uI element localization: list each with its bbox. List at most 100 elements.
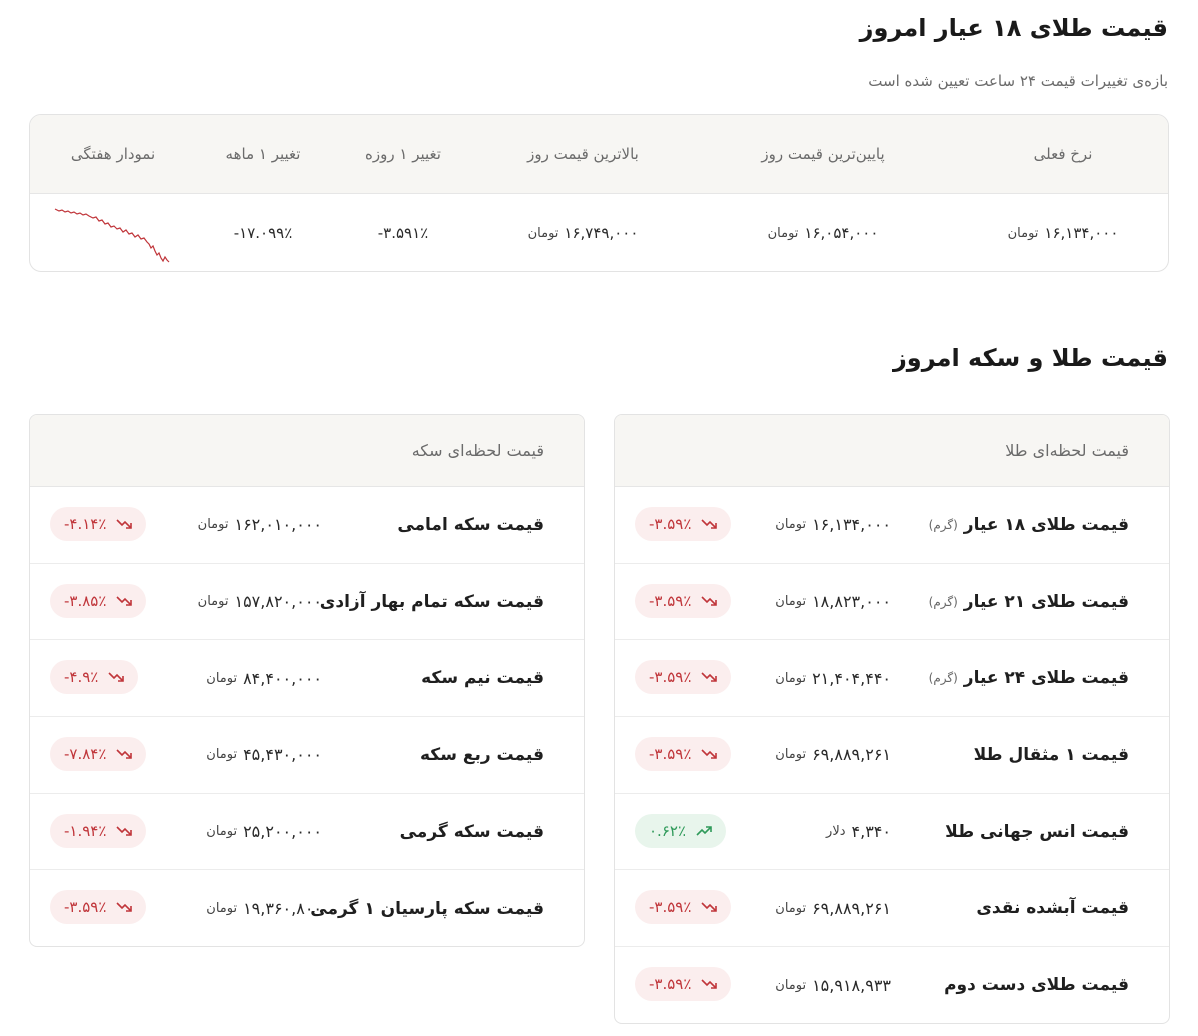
trend-down-icon [701, 519, 718, 529]
gold-row-change-badge: -۳.۵۹٪ [635, 583, 732, 618]
coin-row-label: قیمت سکه امامی [397, 487, 544, 563]
trend-down-icon [116, 902, 133, 913]
col-high: بالاترین قیمت روز [527, 145, 639, 163]
coin-row-change-text: -۴.۹٪ [64, 668, 99, 687]
coin-row-change-text: -۴.۱۴٪ [64, 515, 107, 533]
coin-row[interactable]: قیمت ربع سکه ۴۵,۴۳۰,۰۰۰ تومان -۷.۸۴٪ [30, 717, 584, 794]
col-current: نرخ فعلی [1033, 145, 1093, 163]
trend-down-icon [701, 902, 718, 913]
gold-row-change-text: ۰.۶۲٪ [649, 821, 686, 840]
coin-panel-title: قیمت لحظه‌ای سکه [30, 415, 584, 487]
coin-row-change-badge: -۷.۸۴٪ [50, 737, 147, 772]
current-price-value: ۱۶,۱۳۴,۰۰۰ [1044, 224, 1119, 242]
coin-row-price-unit: تومان [206, 901, 238, 917]
gold-row-price-unit: تومان [775, 594, 807, 610]
gold-row-price: ۶۹,۸۸۹,۲۶۱ تومان [775, 870, 891, 946]
gold-row-price: ۴,۳۴۰ دلار [826, 794, 891, 870]
coin-row-label-text: قیمت سکه امامی [397, 514, 544, 535]
coin-row-change-badge: -۳.۵۹٪ [50, 890, 147, 925]
gold-row-price-value: ۴,۳۴۰ [851, 822, 891, 842]
coin-row-price-value: ۱۹,۳۶۰,۸۰۰ [243, 899, 322, 919]
coin-row-price-value: ۱۵۷,۸۲۰,۰۰۰ [234, 592, 322, 612]
gold-row[interactable]: قیمت ۱ مثقال طلا ۶۹,۸۸۹,۲۶۱ تومان -۳.۵۹٪ [615, 717, 1169, 794]
gold-row-change-badge: -۳.۵۹٪ [635, 967, 732, 1002]
coin-row[interactable]: قیمت سکه امامی ۱۶۲,۰۱۰,۰۰۰ تومان -۴.۱۴٪ [30, 487, 584, 564]
low-price-value: ۱۶,۰۵۴,۰۰۰ [804, 224, 879, 242]
trend-down-icon [116, 596, 133, 606]
gold-row-label: قیمت طلای ۲۴ عیار (گرم) [929, 640, 1129, 716]
trend-down-icon [116, 826, 133, 836]
coin-rows: قیمت سکه امامی ۱۶۲,۰۱۰,۰۰۰ تومان -۴.۱۴٪ قیمت… [30, 487, 584, 946]
gold-row-qualifier: (گرم) [928, 517, 958, 532]
sparkline-chart [54, 208, 170, 263]
coin-row[interactable]: قیمت نیم سکه ۸۴,۴۰۰,۰۰۰ تومان -۴.۹٪ [30, 640, 584, 718]
gold-row-price-unit: تومان [775, 670, 807, 686]
gold-row-change-text: -۳.۵۹٪ [649, 975, 692, 994]
coin-row-label-text: قیمت سکه تمام بهار آزادی [319, 591, 544, 612]
gold-row-change-text: -۳.۵۹٪ [649, 898, 692, 917]
weekly-sparkline [30, 194, 198, 271]
coin-row-label: قیمت سکه تمام بهار آزادی [320, 564, 544, 640]
summary-row: ۱۶,۱۳۴,۰۰۰ تومان ۱۶,۰۵۴,۰۰۰ تومان ۱۶,۷۴۹… [30, 194, 1168, 271]
gold-row-change-text: -۳.۵۹٪ [649, 668, 692, 687]
gold-row-price-value: ۱۵,۹۱۸,۹۳۳ [812, 975, 891, 995]
coin-row-label-text: قیمت نیم سکه [421, 668, 544, 689]
gold-row-label-text: قیمت انس جهانی طلا [945, 821, 1129, 842]
coin-row-change-text: -۳.۵۹٪ [64, 898, 107, 917]
gold-row-price: ۱۸,۸۲۳,۰۰۰ تومان [775, 564, 891, 640]
month-change-text: -۱۷.۰۹۹٪ [233, 224, 293, 242]
current-price-unit: تومان [1007, 225, 1039, 241]
gold-row-price-unit: تومان [775, 900, 807, 916]
coin-panel: قیمت لحظه‌ای سکه قیمت سکه امامی ۱۶۲,۰۱۰,۰… [29, 414, 585, 947]
trend-down-icon [108, 672, 125, 683]
gold-row-price-unit: دلار [826, 824, 846, 840]
coin-row-label: قیمت ربع سکه [420, 717, 544, 793]
coin-row-price-value: ۴۵,۴۳۰,۰۰۰ [243, 745, 322, 765]
gold-rows: قیمت طلای ۱۸ عیار (گرم) ۱۶,۱۳۴,۰۰۰ تومان -۳.… [615, 487, 1169, 1023]
coin-row-label: قیمت سکه گرمی [400, 794, 544, 870]
coin-row-price-value: ۸۴,۴۰۰,۰۰۰ [243, 668, 322, 688]
gold-row[interactable]: قیمت طلای ۱۸ عیار (گرم) ۱۶,۱۳۴,۰۰۰ تومان -۳.… [615, 487, 1169, 564]
page-title: قیمت طلای ۱۸ عیار امروز [859, 14, 1168, 42]
coin-row-change-badge: -۴.۱۴٪ [50, 507, 147, 541]
gold-row-price-value: ۶۹,۸۸۹,۲۶۱ [812, 745, 891, 765]
coin-row-label-text: قیمت ربع سکه [420, 744, 544, 765]
gold-row-label-text: قیمت طلای ۲۴ عیار [963, 668, 1129, 689]
gold-row[interactable]: قیمت آبشده نقدی ۶۹,۸۸۹,۲۶۱ تومان -۳.۵۹٪ [615, 870, 1169, 948]
gold-row-label-text: قیمت طلای ۱۸ عیار [963, 514, 1129, 535]
gold-row-price: ۶۹,۸۸۹,۲۶۱ تومان [775, 717, 891, 793]
coin-row-change-text: -۷.۸۴٪ [64, 745, 107, 764]
gold-row-price-value: ۲۱,۴۰۴,۴۴۰ [812, 668, 891, 688]
gold-row-price-unit: تومان [775, 517, 807, 533]
trend-down-icon [116, 749, 133, 759]
summary-card: نرخ فعلی پایین‌ترین قیمت روز بالاترین قی… [29, 114, 1169, 272]
gold-row[interactable]: قیمت طلای دست دوم ۱۵,۹۱۸,۹۳۳ تومان -۳.۵۹٪ [615, 947, 1169, 1023]
gold-row[interactable]: قیمت طلای ۲۱ عیار (گرم) ۱۸,۸۲۳,۰۰۰ تومان -۳.… [615, 564, 1169, 641]
gold-row-change-badge: -۳.۵۹٪ [635, 737, 732, 772]
gold-panel: قیمت لحظه‌ای طلا قیمت طلای ۱۸ عیار (گرم) ۱… [614, 414, 1170, 1024]
gold-row[interactable]: قیمت طلای ۲۴ عیار (گرم) ۲۱,۴۰۴,۴۴۰ تومان -۳.… [615, 640, 1169, 718]
gold-row-label-text: قیمت ۱ مثقال طلا [973, 744, 1129, 765]
high-price-value: ۱۶,۷۴۹,۰۰۰ [564, 224, 639, 242]
gold-row[interactable]: قیمت انس جهانی طلا ۴,۳۴۰ دلار ۰.۶۲٪ [615, 794, 1169, 871]
trend-down-icon [701, 596, 718, 606]
gold-row-label: قیمت طلای ۱۸ عیار (گرم) [929, 487, 1129, 563]
coin-row-price-unit: تومان [206, 747, 238, 763]
coin-row-change-text: -۳.۸۵٪ [64, 591, 107, 610]
gold-row-price: ۲۱,۴۰۴,۴۴۰ تومان [775, 640, 891, 716]
col-weekly-chart: نمودار هفتگی [70, 145, 156, 163]
gold-row-qualifier: (گرم) [928, 671, 958, 686]
coin-row[interactable]: قیمت سکه پارسیان ۱ گرمی ۱۹,۳۶۰,۸۰۰ تومان -۳… [30, 870, 584, 946]
gold-row-change-badge: ۰.۶۲٪ [635, 813, 726, 848]
coin-row-price: ۸۴,۴۰۰,۰۰۰ تومان [206, 640, 322, 716]
coin-row-price: ۱۹,۳۶۰,۸۰۰ تومان [206, 870, 322, 946]
coin-row[interactable]: قیمت سکه گرمی ۲۵,۲۰۰,۰۰۰ تومان -۱.۹۴٪ [30, 794, 584, 871]
coin-row-change-badge: -۳.۸۵٪ [50, 583, 147, 618]
day-change-text: -۳.۵۹۱٪ [377, 224, 429, 242]
gold-row-label: قیمت آبشده نقدی [976, 870, 1129, 946]
col-day-change: تغییر ۱ روزه [365, 145, 441, 163]
gold-row-label: قیمت طلای دست دوم [944, 947, 1129, 1023]
high-price-unit: تومان [527, 225, 559, 241]
coin-row-price-unit: تومان [197, 594, 229, 610]
coin-row[interactable]: قیمت سکه تمام بهار آزادی ۱۵۷,۸۲۰,۰۰۰ تومان… [30, 564, 584, 641]
